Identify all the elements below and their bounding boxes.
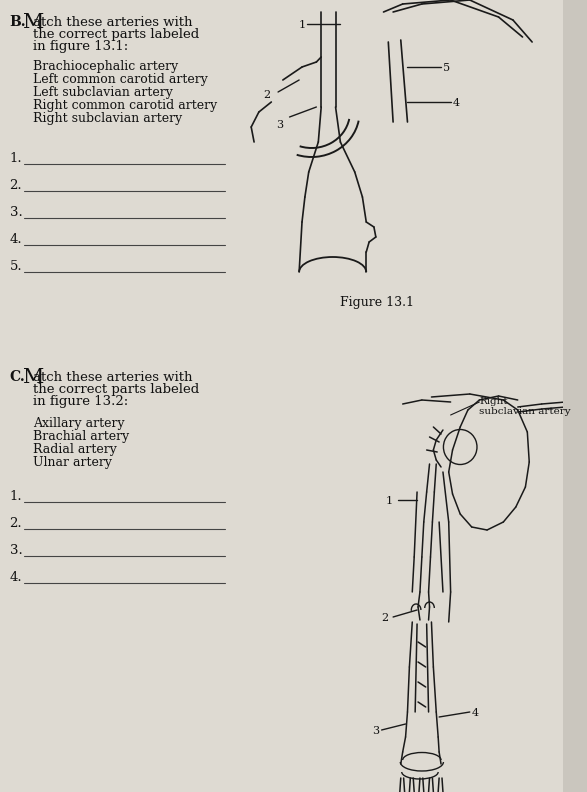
Text: atch these arteries with: atch these arteries with (33, 371, 192, 384)
Text: Right subclavian artery: Right subclavian artery (33, 112, 182, 125)
Text: 1: 1 (386, 496, 393, 506)
Text: 2: 2 (382, 613, 389, 623)
Text: Radial artery: Radial artery (33, 443, 116, 456)
Text: Right common carotid artery: Right common carotid artery (33, 99, 217, 112)
Text: Brachial artery: Brachial artery (33, 430, 129, 443)
Text: the correct parts labeled: the correct parts labeled (33, 383, 199, 396)
Text: 4: 4 (453, 98, 460, 108)
Text: Brachiocephalic artery: Brachiocephalic artery (33, 60, 178, 73)
Text: Right
subclavian artery: Right subclavian artery (480, 397, 571, 417)
Text: in figure 13.2:: in figure 13.2: (33, 395, 128, 408)
Text: 3: 3 (372, 726, 379, 736)
Text: 2.: 2. (9, 179, 22, 192)
Text: Left common carotid artery: Left common carotid artery (33, 73, 207, 86)
Text: 4.: 4. (9, 571, 22, 584)
Text: the correct parts labeled: the correct parts labeled (33, 28, 199, 41)
Text: atch these arteries with: atch these arteries with (33, 16, 192, 29)
Text: Figure 13.1: Figure 13.1 (340, 296, 414, 309)
Text: in figure 13.1:: in figure 13.1: (33, 40, 128, 53)
Text: 3: 3 (276, 120, 284, 130)
Text: 2.: 2. (9, 517, 22, 530)
Text: 3.: 3. (9, 206, 22, 219)
Text: 5.: 5. (9, 260, 22, 273)
Text: Axillary artery: Axillary artery (33, 417, 124, 430)
Text: Left subclavian artery: Left subclavian artery (33, 86, 173, 99)
Text: 2: 2 (264, 90, 271, 100)
Text: Ulnar artery: Ulnar artery (33, 456, 112, 469)
Text: 3.: 3. (9, 544, 22, 557)
Text: B.: B. (9, 15, 26, 29)
Text: 4: 4 (472, 708, 479, 718)
Text: M: M (23, 13, 44, 32)
Text: C.: C. (9, 370, 25, 384)
Text: 1.: 1. (9, 490, 22, 503)
Text: 5: 5 (443, 63, 450, 73)
Text: 1: 1 (299, 20, 306, 30)
Text: M: M (23, 368, 44, 387)
Text: 1.: 1. (9, 152, 22, 165)
Text: 4.: 4. (9, 233, 22, 246)
